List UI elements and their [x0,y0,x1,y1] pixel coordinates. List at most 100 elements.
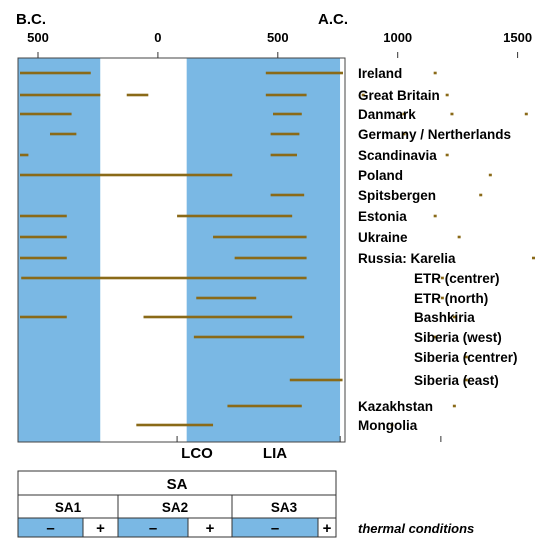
interval-bar-7-0 [20,214,67,218]
interval-bar-12-1 [143,315,293,319]
interval-bar-12-2 [452,315,456,319]
interval-bar-5-0 [20,173,233,177]
interval-bar-1-1 [126,93,149,97]
sa-phase-label: SA3 [271,500,298,515]
period-band-0 [18,58,101,442]
region-label: Siberia (east) [414,373,499,388]
interval-bar-5-1 [488,173,492,177]
interval-bar-0-0 [20,71,91,75]
region-label: Danmark [358,107,416,122]
interval-bar-3-0 [49,132,77,136]
interval-bar-8-0 [20,235,67,239]
interval-bar-16-1 [452,404,456,408]
interval-bar-16-0 [227,404,302,408]
minus-sign: – [46,520,54,537]
minus-sign: – [271,520,279,537]
plot-frame [17,57,346,443]
region-label: Estonia [358,209,407,224]
sa-phase-label: SA2 [162,500,188,515]
interval-bar-3-1 [270,132,300,136]
x-tick-label-0: 500 [27,30,49,45]
interval-bar-8-1 [213,235,307,239]
period-band-2 [186,58,341,442]
interval-bar-1-2 [265,93,307,97]
interval-bar-2-3 [450,112,454,116]
interval-bar-1-3 [361,93,365,97]
interval-bar-15-0 [289,378,343,382]
interval-bar-6-1 [479,193,483,197]
region-label: Ukraine [358,230,408,245]
plus-sign: + [96,520,105,537]
region-label: Kazakhstan [358,399,433,414]
region-label: Poland [358,168,403,183]
interval-bar-17-0 [136,423,214,427]
interval-bar-4-0 [20,153,29,157]
region-label: Spitsbergen [358,188,436,203]
region-label: Ireland [358,66,402,81]
plus-sign: + [323,520,332,537]
sa-sign-cell [317,517,337,538]
region-label: Siberia (centrer) [414,350,518,365]
interval-bar-4-1 [270,153,297,157]
interval-bar-0-1 [265,71,343,75]
region-label: ETR (centrer) [414,271,500,286]
interval-bar-0-2 [433,71,437,75]
interval-bar-4-2 [445,153,449,157]
period-labels: LCO LIA [181,445,287,462]
region-label: Siberia (west) [414,330,502,345]
interval-bar-13-1 [433,335,437,339]
x-tick-label-3: 1000 [383,30,412,45]
interval-bar-15-1 [464,378,468,382]
region-label: ETR (north) [414,291,488,306]
period-label-lco: LCO [181,445,213,462]
interval-bar-3-2 [402,132,406,136]
x-tick-label-2: 500 [267,30,289,45]
region-label: Scandinavia [358,148,437,163]
x-axis: B.C. A.C. [16,11,348,28]
interval-bar-2-4 [524,112,528,116]
interval-bar-12-0 [20,315,67,319]
axis-label-ac: A.C. [318,11,348,28]
x-tick-label-4: 1500 [503,30,532,45]
interval-bar-9-0 [20,256,67,260]
region-label: Mongolia [358,418,418,433]
interval-bar-17-1 [390,423,394,427]
x-ticks: 5000500100015002000 [27,30,532,442]
sa-title: SA [167,476,188,493]
interval-bars [20,71,535,427]
interval-bar-11-0 [196,296,257,300]
interval-bar-11-1 [440,296,444,300]
sa-phase-label: SA1 [55,500,82,515]
interval-bar-13-0 [193,335,305,339]
period-band-1 [100,58,187,442]
interval-bar-1-4 [445,93,449,97]
minus-sign: – [149,520,157,537]
region-label: Bashkiria [414,310,475,325]
interval-bar-10-1 [440,276,444,280]
interval-bar-10-0 [21,276,307,280]
region-label: Great Britain [358,88,440,103]
period-band-3 [340,58,345,442]
thermal-conditions-label: thermal conditions [358,521,474,536]
period-bands [17,57,346,443]
axis-label-bc: B.C. [16,11,46,28]
period-label-lia: LIA [263,445,287,462]
interval-bar-7-1 [177,214,293,218]
interval-bar-9-1 [234,256,307,260]
interval-bar-6-0 [270,193,305,197]
region-labels: Ireland Great Britain Danmark Germany / Ner… [358,66,518,433]
interval-bar-14-0 [464,355,468,359]
interval-bar-8-2 [457,235,461,239]
x-tick-label-1: 0 [154,30,161,45]
interval-bar-2-1 [273,112,302,116]
interval-bar-2-2 [402,112,406,116]
interval-bar-2-0 [20,112,72,116]
interval-bar-7-2 [433,214,437,218]
plus-sign: + [206,520,215,537]
interval-bar-1-0 [20,93,101,97]
region-label: Russia: Karelia [358,251,456,266]
interval-bar-9-2 [531,256,535,260]
region-label: Germany / Nertherlands [358,127,511,142]
sa-table: SA SA1 SA2 SA3 – + – + – + thermal conditions [17,470,474,538]
